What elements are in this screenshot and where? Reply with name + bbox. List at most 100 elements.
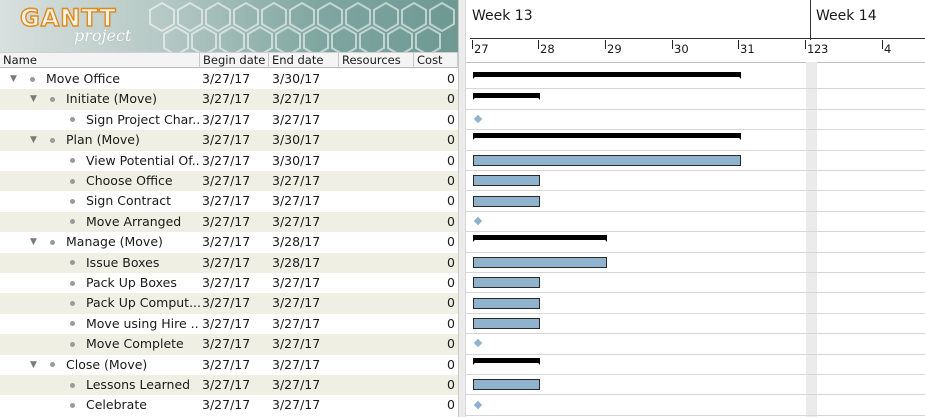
column-header-resources[interactable]: Resources	[339, 53, 414, 68]
task-name[interactable]: Celebrate	[86, 397, 147, 413]
task-end-date[interactable]: 3/27/17	[272, 91, 321, 107]
task-bar[interactable]	[473, 175, 540, 187]
table-row[interactable]: ▼ Initiate (Move) 3/27/17 3/27/17 0	[0, 89, 458, 110]
task-name[interactable]: Pack Up Boxes	[86, 275, 177, 290]
task-bar[interactable]	[473, 379, 540, 391]
table-row[interactable]: ▼ Move Office 3/27/17 3/30/17 0	[0, 69, 458, 89]
task-end-date[interactable]: 3/27/17	[272, 173, 321, 188]
task-bar[interactable]	[473, 154, 741, 166]
task-end-date[interactable]: 3/27/17	[272, 295, 321, 311]
task-begin-date[interactable]: 3/27/17	[202, 132, 251, 148]
summary-bar[interactable]	[473, 92, 540, 100]
task-cost[interactable]: 0	[447, 336, 455, 352]
task-begin-date[interactable]: 3/27/17	[202, 173, 251, 188]
task-bar[interactable]	[473, 195, 540, 207]
table-row[interactable]: Celebrate 3/27/17 3/27/17 0	[0, 395, 458, 415]
task-end-date[interactable]: 3/27/17	[272, 111, 321, 127]
table-row[interactable]: Move Complete 3/27/17 3/27/17 0	[0, 334, 458, 355]
task-cost[interactable]: 0	[447, 234, 455, 250]
expand-toggle-icon[interactable]: ▼	[10, 74, 17, 84]
task-end-date[interactable]: 3/27/17	[272, 213, 321, 229]
milestone-diamond[interactable]	[473, 339, 483, 348]
task-name[interactable]: Sign Project Char...	[86, 111, 200, 127]
task-name[interactable]: Move using Hire ...	[86, 315, 200, 331]
task-cost[interactable]: 0	[447, 254, 455, 270]
task-begin-date[interactable]: 3/27/17	[202, 336, 251, 352]
task-begin-date[interactable]: 3/27/17	[202, 193, 251, 209]
task-end-date[interactable]: 3/28/17	[272, 234, 321, 250]
task-bar[interactable]	[473, 318, 540, 329]
expand-toggle-icon[interactable]: ▼	[30, 94, 37, 105]
milestone-diamond[interactable]	[473, 400, 483, 409]
column-header-end-date[interactable]: End date	[269, 53, 339, 68]
column-header-cost[interactable]: Cost	[414, 53, 458, 68]
task-cost[interactable]: 0	[447, 315, 455, 331]
task-cost[interactable]: 0	[447, 111, 455, 127]
task-cost[interactable]: 0	[447, 71, 455, 86]
table-row[interactable]: Move Arranged 3/27/17 3/27/17 0	[0, 211, 458, 233]
milestone-diamond[interactable]	[473, 114, 483, 124]
panel-splitter[interactable]	[458, 0, 466, 417]
task-name[interactable]: Move Arranged	[86, 213, 182, 229]
task-name[interactable]: Plan (Move)	[66, 132, 140, 148]
expand-toggle-icon[interactable]: ▼	[30, 135, 37, 146]
table-row[interactable]: Choose Office 3/27/17 3/27/17 0	[0, 171, 458, 192]
task-begin-date[interactable]: 3/27/17	[202, 377, 251, 392]
task-bar[interactable]	[473, 256, 607, 268]
task-name[interactable]: Move Office	[46, 71, 120, 86]
summary-bar[interactable]	[473, 235, 607, 243]
task-end-date[interactable]: 3/27/17	[272, 397, 321, 413]
task-end-date[interactable]: 3/27/17	[272, 315, 321, 331]
task-cost[interactable]: 0	[447, 213, 455, 229]
task-name[interactable]: Choose Office	[86, 173, 173, 188]
task-name[interactable]: Issue Boxes	[86, 254, 160, 270]
column-header-name[interactable]: Name	[0, 53, 200, 68]
task-begin-date[interactable]: 3/27/17	[202, 397, 251, 413]
table-row[interactable]: Sign Project Char... 3/27/17 3/27/17 0	[0, 110, 458, 130]
task-end-date[interactable]: 3/30/17	[272, 71, 321, 86]
summary-bar[interactable]	[473, 72, 741, 80]
task-cost[interactable]: 0	[447, 173, 455, 188]
task-cost[interactable]: 0	[447, 132, 455, 148]
task-name[interactable]: Manage (Move)	[66, 234, 163, 250]
table-row[interactable]: ▼ Close (Move) 3/27/17 3/27/17 0	[0, 355, 458, 375]
task-end-date[interactable]: 3/30/17	[272, 152, 321, 168]
summary-bar[interactable]	[473, 357, 540, 365]
table-row[interactable]: Issue Boxes 3/27/17 3/28/17 0	[0, 252, 458, 273]
table-row[interactable]: Lessons Learned 3/27/17 3/27/17 0	[0, 375, 458, 396]
task-begin-date[interactable]: 3/27/17	[202, 213, 251, 229]
task-name[interactable]: View Potential Of...	[86, 152, 200, 168]
table-row[interactable]: Pack Up Comput... 3/27/17 3/27/17 0	[0, 293, 458, 314]
task-begin-date[interactable]: 3/27/17	[202, 254, 251, 270]
task-cost[interactable]: 0	[447, 377, 455, 392]
task-end-date[interactable]: 3/27/17	[272, 275, 321, 290]
column-header-begin-date[interactable]: Begin date	[200, 53, 269, 68]
task-name[interactable]: Initiate (Move)	[66, 91, 157, 107]
task-name[interactable]: Pack Up Comput...	[86, 295, 200, 311]
table-row[interactable]: ▼ Plan (Move) 3/27/17 3/30/17 0	[0, 130, 458, 151]
task-begin-date[interactable]: 3/27/17	[202, 91, 251, 107]
task-begin-date[interactable]: 3/27/17	[202, 111, 251, 127]
task-end-date[interactable]: 3/27/17	[272, 356, 321, 372]
table-row[interactable]: View Potential Of... 3/27/17 3/30/17 0	[0, 151, 458, 171]
table-row[interactable]: ▼ Manage (Move) 3/27/17 3/28/17 0	[0, 232, 458, 252]
expand-toggle-icon[interactable]: ▼	[30, 359, 37, 370]
summary-bar[interactable]	[473, 133, 741, 141]
task-cost[interactable]: 0	[447, 91, 455, 107]
task-begin-date[interactable]: 3/27/17	[202, 275, 251, 290]
task-begin-date[interactable]: 3/27/17	[202, 234, 251, 250]
table-row[interactable]: Pack Up Boxes 3/27/17 3/27/17 0	[0, 273, 458, 293]
task-end-date[interactable]: 3/30/17	[272, 132, 321, 148]
task-name[interactable]: Lessons Learned	[86, 377, 191, 392]
task-cost[interactable]: 0	[447, 275, 455, 290]
task-name[interactable]: Sign Contract	[86, 193, 172, 209]
task-begin-date[interactable]: 3/27/17	[202, 315, 251, 331]
table-row[interactable]: Sign Contract 3/27/17 3/27/17 0	[0, 191, 458, 211]
task-begin-date[interactable]: 3/27/17	[202, 295, 251, 311]
task-cost[interactable]: 0	[447, 152, 455, 168]
task-end-date[interactable]: 3/27/17	[272, 336, 321, 352]
task-name[interactable]: Move Complete	[86, 336, 184, 352]
milestone-diamond[interactable]	[473, 216, 483, 226]
task-bar[interactable]	[473, 277, 540, 289]
task-end-date[interactable]: 3/28/17	[272, 254, 321, 270]
